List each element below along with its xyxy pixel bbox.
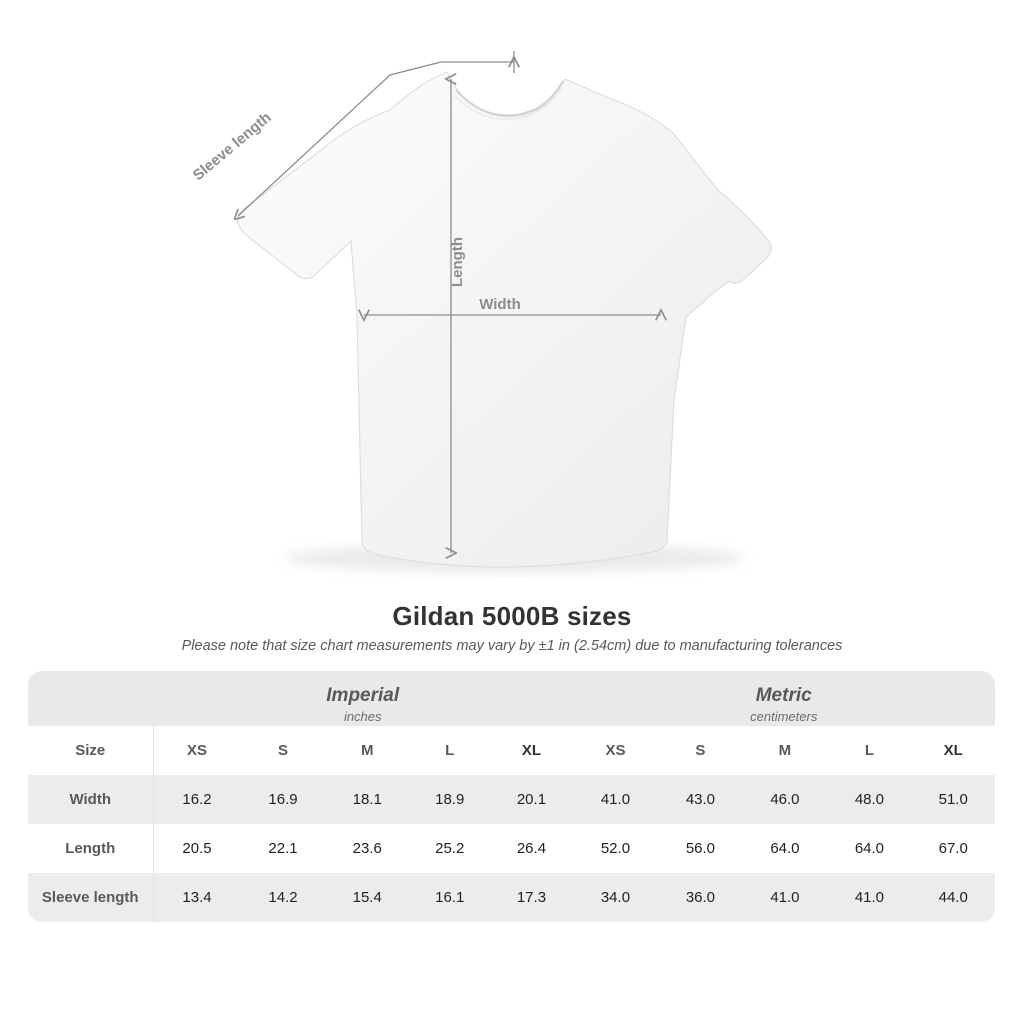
svg-text:Width: Width	[479, 296, 521, 313]
svg-text:Sleeve length: Sleeve length	[190, 109, 275, 184]
svg-text:Length: Length	[449, 237, 466, 287]
